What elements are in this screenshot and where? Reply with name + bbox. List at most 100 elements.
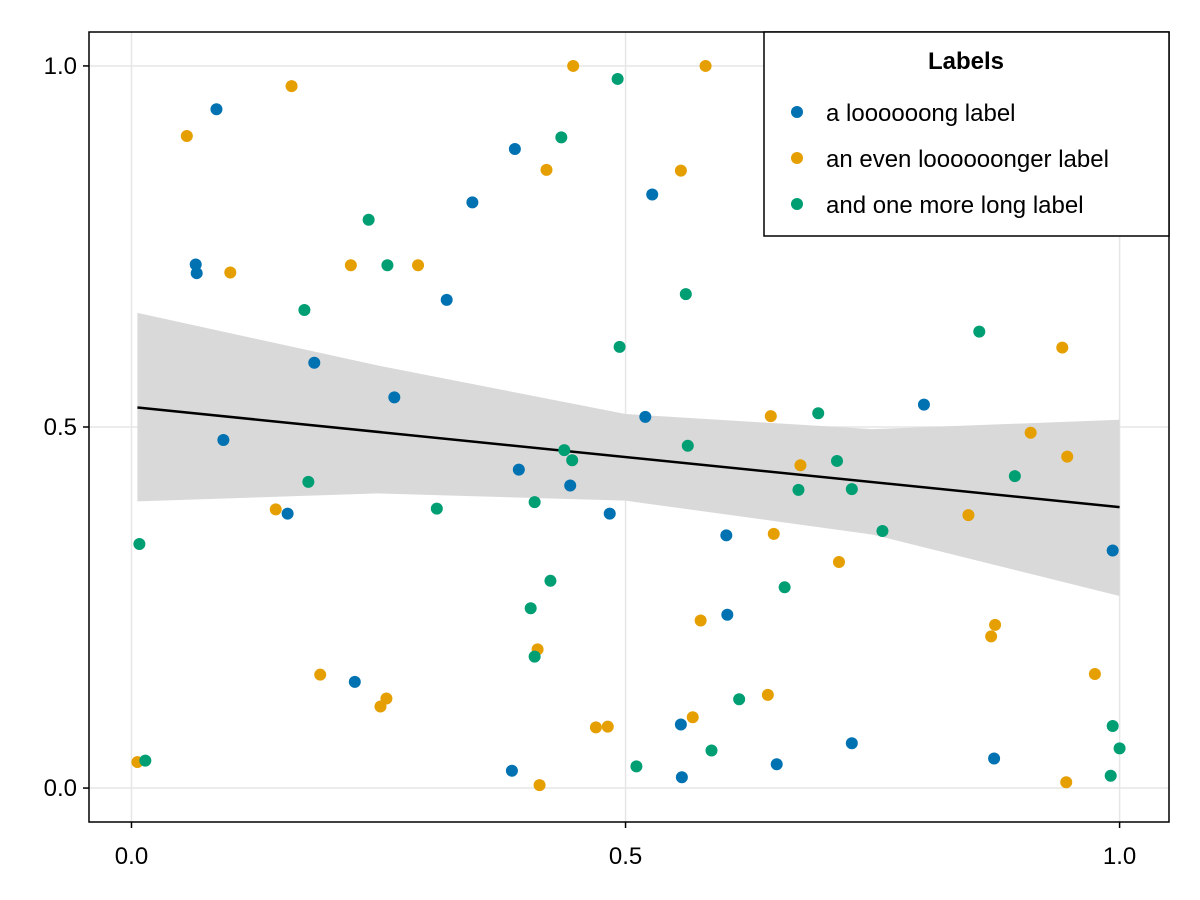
y-tick-label: 0.5 — [44, 414, 77, 441]
legend-marker-series-2 — [791, 152, 803, 164]
data-point — [466, 196, 479, 209]
regression-line-group — [137, 406, 1120, 509]
data-point — [639, 410, 652, 423]
data-point — [314, 668, 327, 681]
data-point — [285, 80, 298, 93]
data-point — [133, 537, 146, 550]
legend-marker-series-3 — [791, 198, 803, 210]
data-point — [190, 267, 203, 280]
data-point — [674, 164, 687, 177]
data-point — [611, 72, 624, 85]
regression-line — [137, 406, 1120, 509]
data-point — [533, 779, 546, 792]
data-point — [564, 479, 577, 492]
data-point — [139, 754, 152, 767]
data-point — [792, 483, 805, 496]
data-point — [705, 744, 718, 757]
x-tick-label: 1.0 — [1103, 843, 1136, 870]
data-point — [601, 720, 614, 733]
data-point — [646, 188, 659, 201]
data-point — [412, 259, 425, 272]
data-point — [699, 59, 712, 72]
data-point — [962, 509, 975, 522]
data-point — [440, 293, 453, 306]
data-point — [778, 581, 791, 594]
data-point — [1008, 470, 1021, 483]
data-point — [876, 524, 889, 537]
data-point — [845, 483, 858, 496]
data-point — [524, 602, 537, 615]
x-tick-label: 0.5 — [609, 843, 642, 870]
data-point — [733, 693, 746, 706]
data-point — [764, 410, 777, 423]
data-point — [761, 688, 774, 701]
confidence-band-group — [137, 312, 1120, 596]
legend-label-series-3: and one more long label — [826, 192, 1084, 219]
data-point — [917, 398, 930, 411]
data-point — [794, 459, 807, 472]
data-point — [1061, 450, 1074, 463]
data-point — [1106, 544, 1119, 557]
legend-title: Labels — [928, 48, 1004, 75]
series-2-points — [131, 59, 1101, 792]
y-tick-label: 0.0 — [44, 775, 77, 802]
data-point — [555, 131, 568, 144]
data-point — [388, 391, 401, 404]
series-3-points — [133, 72, 1126, 782]
legend-label-series-2: an even loooooonger label — [826, 146, 1109, 173]
data-point — [832, 556, 845, 569]
data-point — [217, 433, 230, 446]
y-tick-label: 1.0 — [44, 53, 77, 80]
data-point — [675, 771, 688, 784]
data-point — [613, 340, 626, 353]
data-point — [362, 213, 375, 226]
data-point — [512, 463, 525, 476]
data-point — [630, 760, 643, 773]
data-point — [224, 266, 237, 279]
data-point — [721, 608, 734, 621]
axis-ticks: 0.0 0.5 1.0 0.0 0.5 1.0 — [44, 53, 1137, 870]
data-point — [381, 259, 394, 272]
legend: Labels a loooooong label an even loooooo… — [763, 31, 1170, 237]
data-point — [988, 752, 1001, 765]
data-point — [189, 258, 202, 271]
data-point — [1060, 776, 1073, 789]
data-point — [845, 737, 858, 750]
data-point — [674, 718, 687, 731]
data-point — [681, 439, 694, 452]
data-point — [380, 692, 393, 705]
data-point — [298, 304, 311, 317]
data-point — [603, 507, 616, 520]
data-point — [505, 764, 518, 777]
data-point — [558, 444, 571, 457]
data-point — [985, 630, 998, 643]
data-point — [1056, 341, 1069, 354]
data-point — [694, 614, 707, 627]
data-point — [302, 475, 315, 488]
series-1-points — [189, 103, 1119, 784]
legend-box — [763, 31, 1170, 237]
confidence-band — [137, 312, 1120, 596]
data-point — [830, 454, 843, 467]
data-point — [567, 59, 580, 72]
data-point — [989, 618, 1002, 631]
data-point — [508, 142, 521, 155]
data-point — [540, 163, 553, 176]
data-point — [528, 650, 541, 663]
data-point — [679, 288, 692, 301]
data-point — [1113, 742, 1126, 755]
data-point — [770, 758, 783, 771]
data-point — [720, 529, 733, 542]
x-tick-label: 0.0 — [115, 843, 148, 870]
data-point — [589, 721, 602, 734]
data-point — [566, 454, 579, 467]
data-point — [281, 507, 294, 520]
data-point — [430, 502, 443, 515]
data-point — [1104, 769, 1117, 782]
data-point — [686, 711, 699, 724]
data-point — [812, 407, 825, 420]
data-point — [344, 259, 357, 272]
data-point — [544, 574, 557, 587]
data-point — [269, 503, 282, 516]
